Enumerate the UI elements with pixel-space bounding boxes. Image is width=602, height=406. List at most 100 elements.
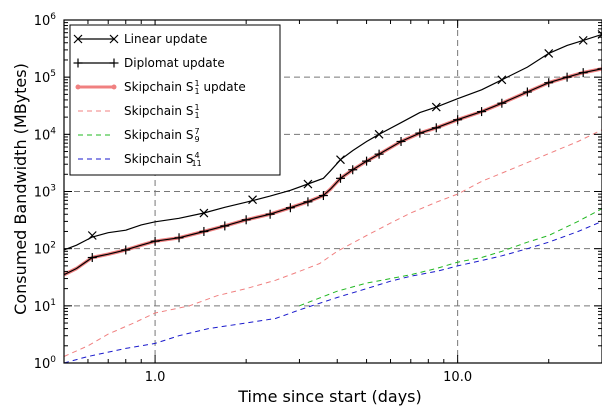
diplomat-marker (335, 173, 345, 183)
diplomat-marker (362, 156, 372, 166)
y-tick-base: 10 (34, 243, 51, 258)
series-line-3 (63, 129, 602, 357)
linear-marker (336, 155, 345, 165)
linear-marker (497, 75, 507, 85)
diplomat-marker (220, 221, 230, 231)
y-tick-base: 10 (34, 71, 51, 86)
legend-label-main: Skipchain S (124, 80, 193, 94)
legend-item: Skipchain S1 1 update (75, 79, 246, 96)
y-tick-exponent: 1 (50, 298, 56, 308)
y-axis-label: Consumed Bandwidth (MBytes) (11, 63, 30, 315)
legend-label-main: Skipchain S (124, 128, 193, 142)
diplomat-marker (522, 87, 532, 97)
diplomat-marker (265, 209, 275, 219)
legend-x-marker (109, 34, 119, 44)
y-tick-label: 100 (34, 355, 57, 372)
y-tick-base: 10 (34, 357, 51, 372)
diplomat-marker (199, 226, 209, 236)
linear-marker (578, 35, 588, 45)
diplomat-marker (285, 203, 295, 213)
linear-marker (248, 195, 257, 205)
diplomat-marker (318, 191, 328, 201)
linear-marker (374, 129, 384, 139)
diplomat-marker (87, 253, 97, 263)
diplomat-marker (431, 123, 441, 133)
y-tick-label: 102 (34, 241, 56, 258)
y-tick-base: 10 (34, 128, 51, 143)
x-tick-label: 10.0 (443, 370, 472, 385)
legend-item: Skipchain S7 9 (78, 127, 200, 144)
linear-marker (303, 179, 313, 189)
x-axis-label: Time since start (days) (237, 387, 422, 406)
linear-marker (431, 102, 441, 112)
y-tick-label: 104 (34, 126, 57, 143)
legend-label-main: Diplomat update (124, 56, 225, 70)
legend-x-marker (73, 34, 83, 44)
legend-label-sub: 9 (195, 135, 200, 144)
legend-label-sup: 1 (194, 103, 199, 112)
legend-label-main: Linear update (124, 32, 207, 46)
diplomat-marker (415, 128, 425, 138)
diplomat-marker (597, 64, 602, 74)
legend-box (69, 24, 281, 176)
legend-label-sub: 1 (195, 111, 200, 120)
grid-layer (64, 20, 602, 363)
diplomat-marker (477, 107, 487, 117)
linear-marker (199, 208, 209, 218)
legend-label-main: Skipchain S (124, 152, 193, 166)
diplomat-marker (150, 236, 160, 246)
x-tick-label: 1.0 (145, 370, 166, 385)
legend-label: Linear update (124, 32, 207, 46)
legend-label: Skipchain S1 1 update (124, 79, 246, 96)
legend-label-suffix: update (200, 80, 246, 94)
diplomat-marker (174, 233, 184, 243)
legend-item: Linear update (73, 32, 207, 46)
y-tick-exponent: 2 (50, 241, 56, 251)
diplomat-marker (453, 115, 463, 125)
diplomat-marker (497, 98, 507, 108)
diplomat-marker (348, 165, 358, 175)
diplomat-marker (303, 197, 313, 207)
y-tick-label: 105 (34, 69, 56, 86)
legend-label-sup: 4 (194, 151, 199, 160)
legend-dot-marker (111, 84, 117, 90)
legend-label-sub: 1 (195, 87, 200, 96)
linear-marker (87, 231, 97, 240)
y-tick-base: 10 (34, 14, 51, 29)
legend-label: Skipchain S7 9 (124, 127, 200, 144)
series-line-5 (63, 220, 602, 364)
diplomat-marker (241, 215, 251, 225)
legend-item: Skipchain S1 1 (78, 103, 200, 120)
legend-item: Diplomat update (73, 56, 225, 70)
legend-label-sup: 1 (194, 79, 199, 88)
y-tick-exponent: 3 (50, 184, 56, 194)
diplomat-marker (578, 68, 588, 78)
legend-label: Diplomat update (124, 56, 225, 70)
series-line-4 (299, 208, 602, 307)
legend-label: Skipchain S1 1 (124, 103, 200, 120)
diplomat-marker (374, 149, 384, 159)
legend-dot-marker (75, 84, 81, 90)
y-tick-label: 106 (34, 12, 57, 29)
diplomat-marker (396, 136, 406, 146)
y-tick-label: 103 (34, 184, 56, 201)
legend-item: Skipchain S4 11 (78, 151, 202, 168)
legend-label-main: Skipchain S (124, 104, 193, 118)
y-tick-label: 101 (34, 298, 56, 315)
linear-marker (544, 49, 554, 58)
diplomat-marker (121, 245, 131, 255)
y-tick-exponent: 4 (50, 126, 56, 136)
y-tick-base: 10 (34, 300, 51, 315)
y-tick-exponent: 0 (50, 355, 56, 365)
legend-label-sup: 7 (194, 127, 199, 136)
diplomat-marker (562, 72, 572, 82)
y-tick-exponent: 6 (50, 12, 56, 22)
series-layer (63, 29, 602, 364)
legend-label: Skipchain S4 11 (124, 151, 202, 168)
diplomat-marker (544, 78, 554, 88)
legend-label-sub: 11 (192, 159, 202, 168)
y-tick-base: 10 (34, 186, 51, 201)
